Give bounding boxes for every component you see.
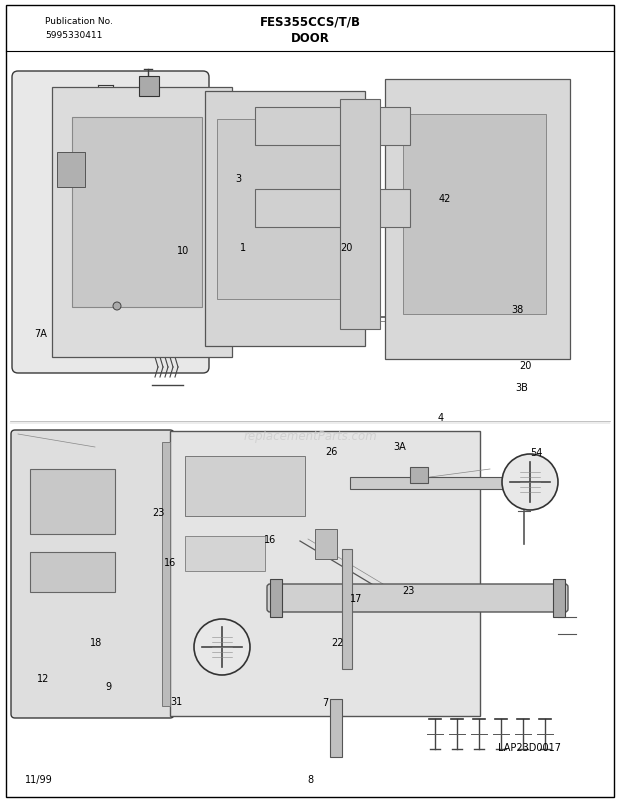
Text: 16: 16 xyxy=(264,535,276,544)
Text: 7A: 7A xyxy=(34,328,46,338)
Text: FES355CCS/T/B: FES355CCS/T/B xyxy=(260,15,360,28)
Bar xyxy=(205,92,365,347)
Text: replacementParts.com: replacementParts.com xyxy=(243,430,377,443)
Bar xyxy=(162,442,170,706)
Text: 10: 10 xyxy=(177,246,189,255)
Bar xyxy=(403,115,546,315)
Bar xyxy=(30,470,115,534)
Bar xyxy=(330,699,342,757)
Bar xyxy=(350,478,555,489)
FancyBboxPatch shape xyxy=(139,77,159,97)
Text: 4: 4 xyxy=(437,413,443,422)
Text: 31: 31 xyxy=(170,696,183,706)
FancyBboxPatch shape xyxy=(267,585,568,612)
Bar xyxy=(52,88,232,357)
FancyBboxPatch shape xyxy=(11,430,174,718)
Text: 17: 17 xyxy=(350,593,363,603)
Bar xyxy=(185,536,265,571)
Text: 11/99: 11/99 xyxy=(25,774,53,784)
Text: 3B: 3B xyxy=(516,382,528,392)
Text: 3A: 3A xyxy=(394,442,406,451)
Text: LAP23D0017: LAP23D0017 xyxy=(498,742,562,752)
Bar xyxy=(217,120,347,300)
Text: 9: 9 xyxy=(105,682,112,691)
Text: 54: 54 xyxy=(530,447,542,457)
Text: 3: 3 xyxy=(236,174,242,184)
Bar xyxy=(342,549,352,669)
Bar xyxy=(385,80,570,360)
Text: Publication No.: Publication No. xyxy=(45,18,113,26)
Text: 20: 20 xyxy=(520,361,532,370)
Bar xyxy=(315,529,337,560)
Bar xyxy=(270,579,282,618)
Circle shape xyxy=(502,454,558,511)
Text: 8: 8 xyxy=(307,774,313,784)
Bar xyxy=(57,153,85,188)
Text: 7: 7 xyxy=(322,698,329,707)
Text: 23: 23 xyxy=(152,507,164,517)
Text: 1: 1 xyxy=(240,243,246,252)
Bar xyxy=(170,431,480,716)
FancyBboxPatch shape xyxy=(12,72,209,373)
Text: 20: 20 xyxy=(340,243,352,252)
Text: 23: 23 xyxy=(402,585,414,595)
Bar xyxy=(72,118,202,308)
Text: 18: 18 xyxy=(90,638,102,647)
Bar xyxy=(340,100,380,329)
Text: 42: 42 xyxy=(439,194,451,204)
Text: 38: 38 xyxy=(512,304,524,314)
Text: 12: 12 xyxy=(37,674,50,683)
Text: 5995330411: 5995330411 xyxy=(45,31,102,40)
Bar xyxy=(255,108,410,146)
Bar xyxy=(185,456,305,516)
Bar xyxy=(553,579,565,618)
Text: DOOR: DOOR xyxy=(291,31,329,44)
Circle shape xyxy=(113,303,121,311)
Text: 26: 26 xyxy=(326,446,338,456)
Polygon shape xyxy=(410,467,428,483)
Bar xyxy=(255,190,410,228)
Text: 22: 22 xyxy=(332,638,344,647)
Text: 16: 16 xyxy=(164,557,177,567)
Circle shape xyxy=(194,619,250,675)
Bar xyxy=(30,552,115,593)
